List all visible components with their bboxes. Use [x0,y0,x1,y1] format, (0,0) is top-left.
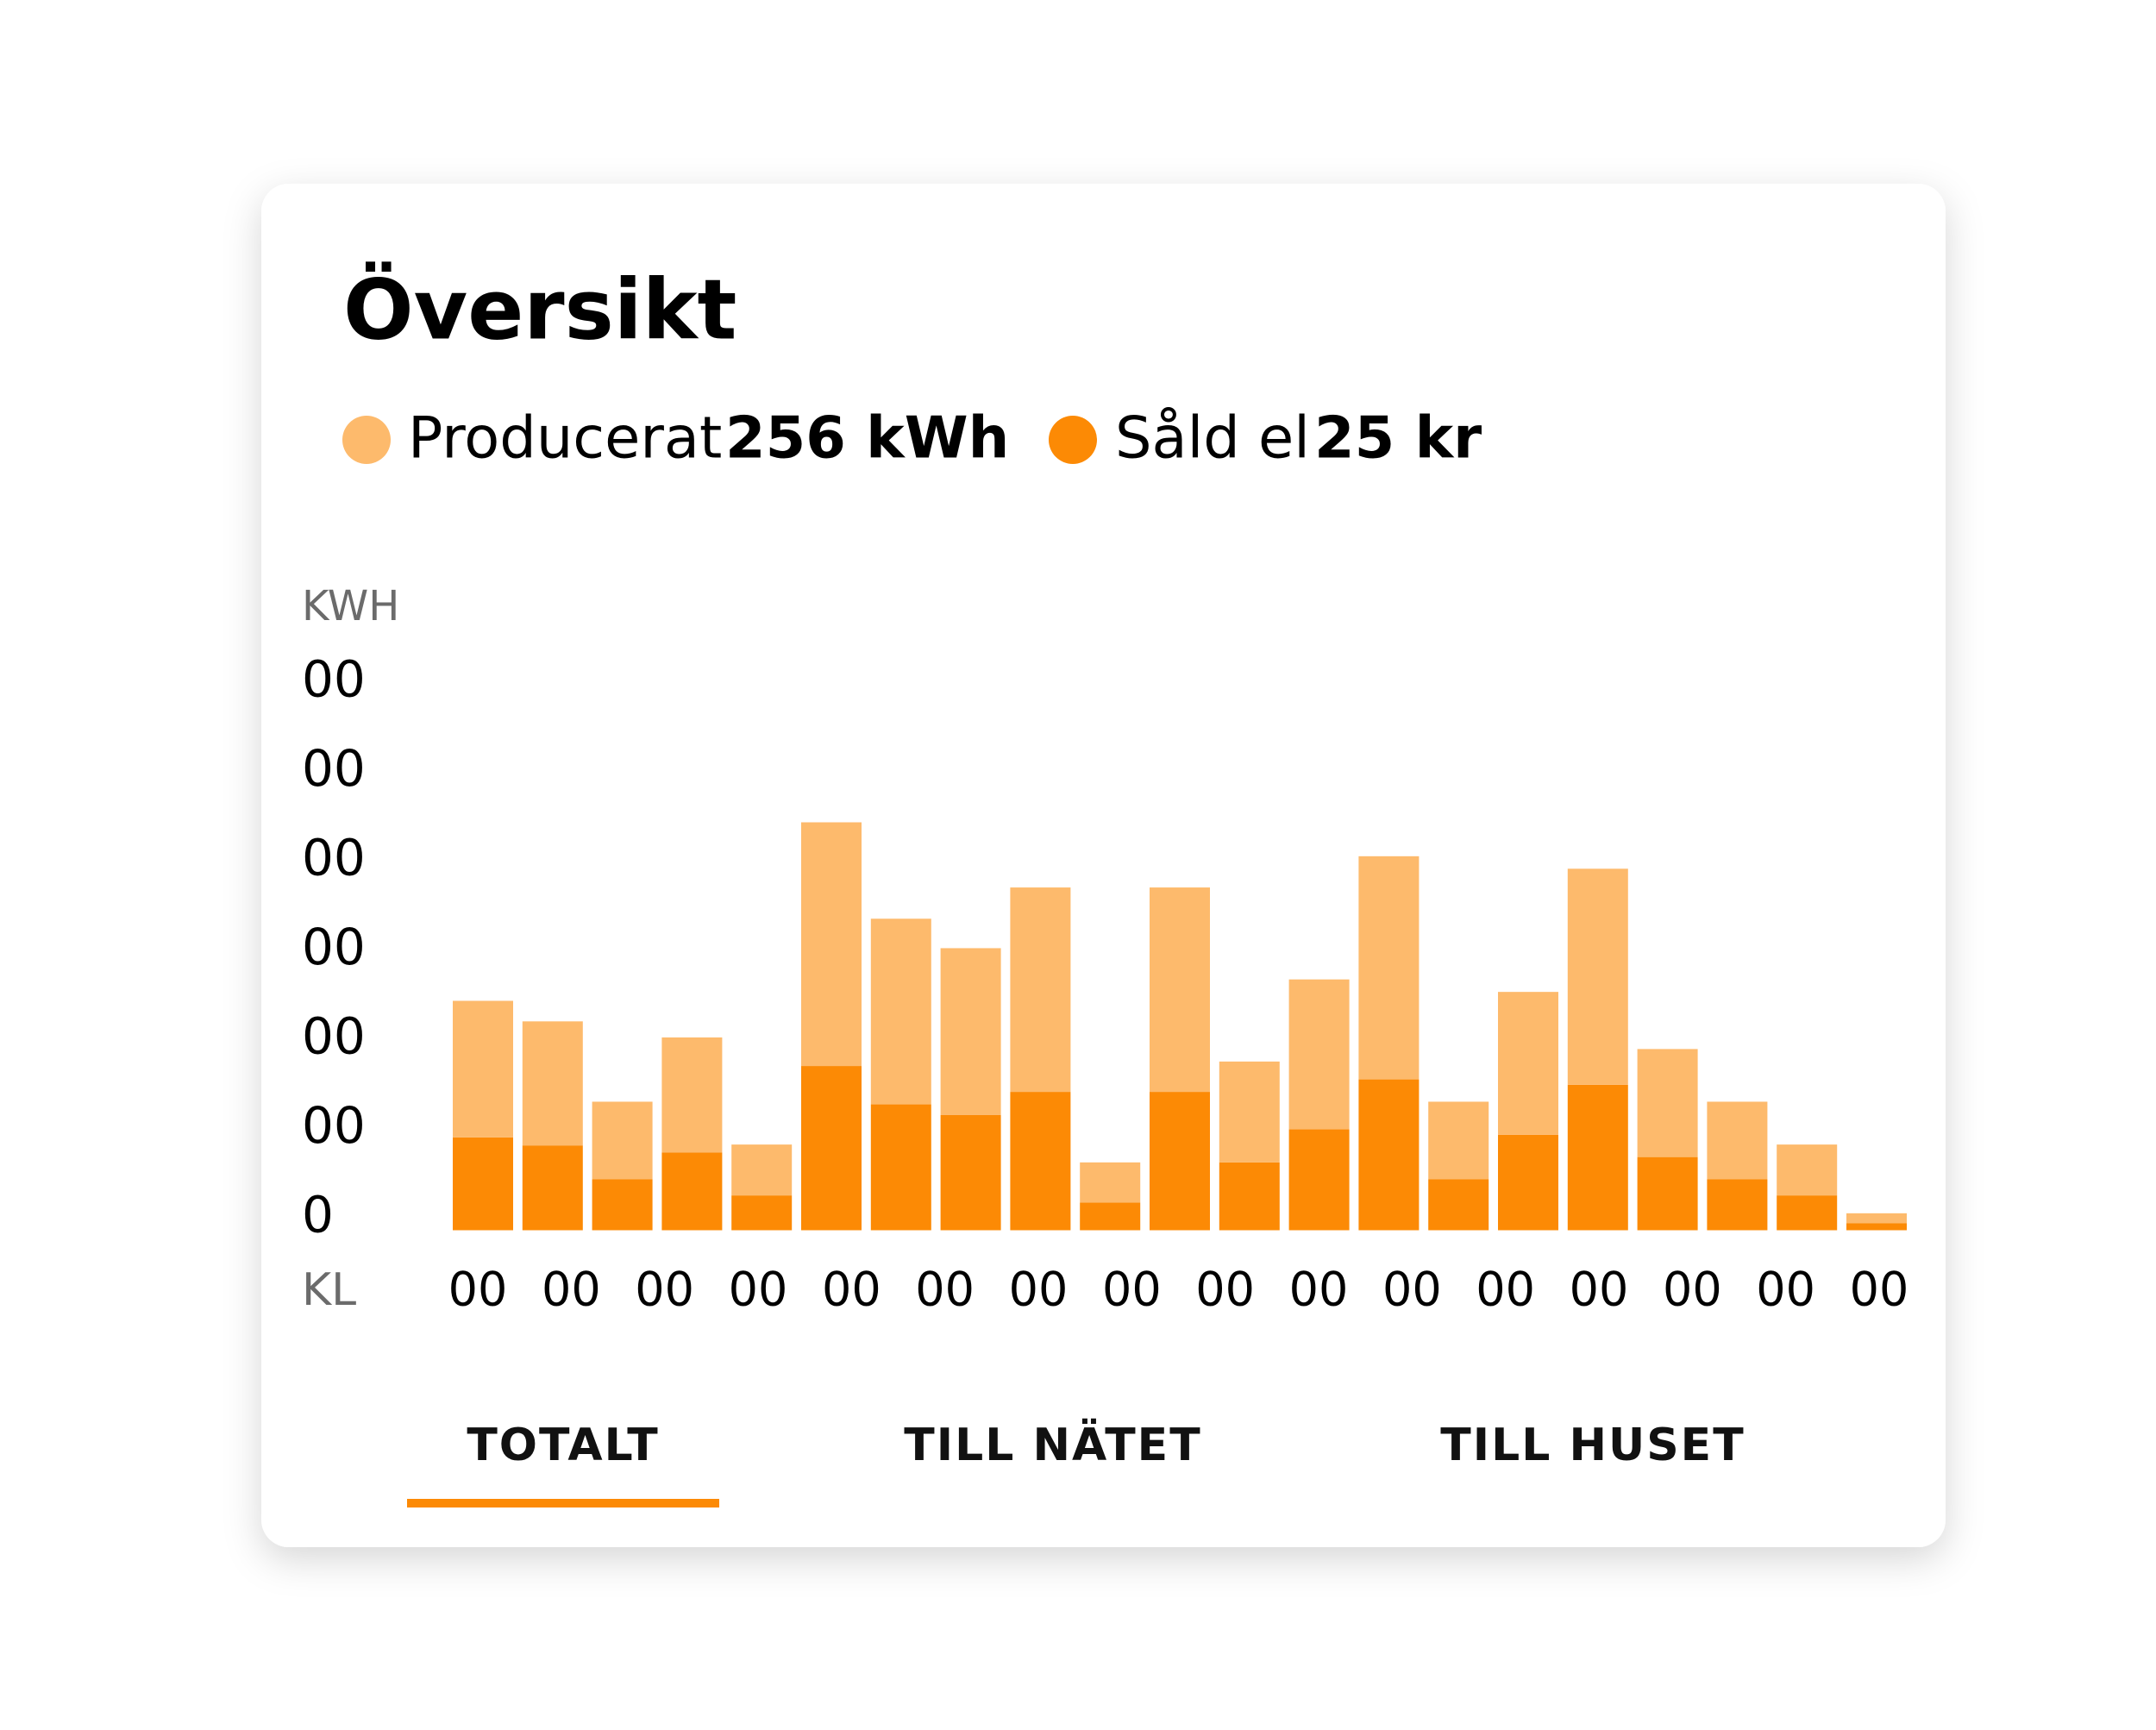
card-title: Översikt [343,260,736,358]
x-tick-label: 00 [1850,1263,1909,1317]
x-tick-label: 00 [1195,1263,1255,1317]
bar-segment [1288,1129,1350,1231]
bar-segment [1637,1156,1698,1231]
bar-segment [1498,992,1558,1135]
bar-segment [1777,1195,1838,1231]
legend-name: Producerat [408,404,722,472]
y-axis-label: KWH [302,582,399,630]
bar-segment [731,1195,793,1231]
bar-segment [453,1137,513,1231]
legend-value: 25 kr [1314,404,1482,472]
bar-segment [1707,1179,1768,1231]
bar-segment [1150,1092,1210,1231]
x-tick-label: 00 [1476,1263,1535,1317]
x-tick-label: 00 [915,1263,975,1317]
x-tick-label: 00 [1756,1263,1815,1317]
bar-segment [1010,1092,1071,1231]
y-tick-label: 0 [302,1186,334,1244]
x-tick-label: 00 [1382,1263,1442,1317]
legend-value: 256 kWh [725,404,1009,472]
bar-segment [1428,1101,1489,1180]
bar-segment [1219,1061,1280,1163]
bar-segment [1288,979,1350,1130]
bar-segment [940,1114,1001,1231]
bar-segment [453,1000,513,1138]
bar-segment [1219,1162,1280,1231]
bar-segment [592,1101,653,1180]
tab-label: TILL HUSET [1440,1420,1745,1471]
y-tick-label: 00 [302,829,366,887]
bar-segment [1498,1134,1558,1231]
x-tick-label: 00 [542,1263,601,1317]
x-tick-label: 00 [822,1263,881,1317]
tab[interactable]: TILL HUSET [1440,1420,1745,1471]
x-tick-label: 00 [1009,1263,1069,1317]
bar-segment [1080,1162,1141,1203]
legend-swatch [1049,416,1097,464]
y-tick-label: 00 [302,1096,366,1155]
bar-segment [1080,1202,1141,1231]
tab[interactable]: TILL NÄTET [904,1419,1201,1471]
y-tick-label: 00 [302,1007,366,1066]
x-tick-label: 00 [635,1263,694,1317]
x-tick-label: 00 [1289,1263,1349,1317]
bar-segment [1358,1079,1420,1231]
bar-segment [522,1021,583,1146]
x-tick-label: 00 [729,1263,788,1317]
bar-segment [801,1066,862,1231]
x-tick-label: 00 [448,1263,508,1317]
bar-segment [801,822,862,1067]
x-axis-label: KL [302,1264,356,1316]
bar-segment [661,1037,723,1153]
bar-segment [1637,1049,1698,1157]
bar-segment [1707,1101,1768,1180]
y-tick-label: 00 [302,739,366,798]
bar-segment [522,1145,583,1231]
x-tick-label: 00 [1570,1263,1629,1317]
bar-segment [592,1179,653,1231]
card [261,184,1946,1547]
bar-segment [940,948,1001,1115]
bar-segment [1428,1179,1489,1231]
tab-underline [407,1499,719,1507]
bar-segment [731,1144,793,1196]
bar-segment [1010,887,1071,1093]
tab[interactable]: TOTALT [407,1420,719,1507]
bar-segment [1150,887,1210,1093]
y-tick-label: 00 [302,650,366,709]
y-tick-label: 00 [302,918,366,976]
tab-label: TOTALT [467,1420,659,1471]
bar-segment [1567,1084,1628,1231]
bar-segment [1846,1223,1907,1231]
legend-swatch [342,416,391,464]
bar-segment [870,918,931,1105]
x-tick-label: 00 [1663,1263,1722,1317]
bar-segment [1777,1144,1838,1196]
bar-segment [1567,868,1628,1085]
legend-name: Såld el [1115,404,1310,472]
bar-segment [1846,1213,1907,1224]
x-tick-label: 00 [1102,1263,1162,1317]
bar-segment [870,1104,931,1231]
tab-label: TILL NÄTET [904,1419,1201,1471]
bar-segment [661,1152,723,1231]
bar-segment [1358,856,1420,1080]
